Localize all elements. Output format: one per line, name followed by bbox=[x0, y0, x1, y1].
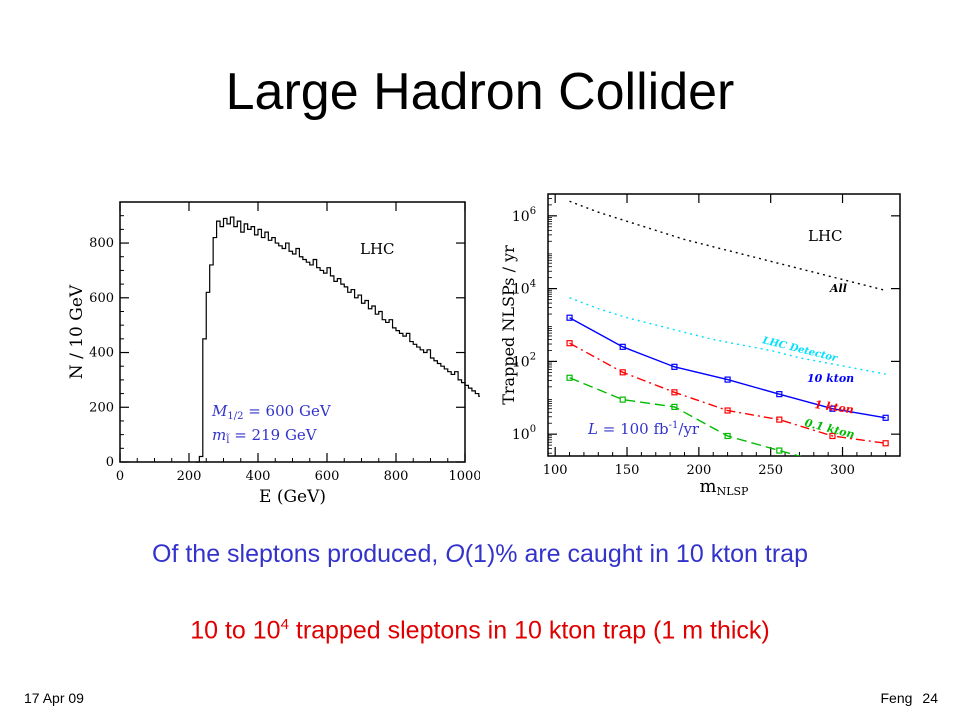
annotation-luminosity-sup: -1 bbox=[669, 420, 679, 431]
y-tick-exponent: 6 bbox=[530, 206, 536, 217]
y-tick-label: 100 bbox=[512, 424, 536, 443]
series-point-4 bbox=[671, 403, 678, 410]
caption-trapped-sleptons: 10 to 104 trapped sleptons in 10 kton tr… bbox=[190, 616, 770, 645]
series-point-2 bbox=[829, 405, 836, 412]
series-line-3 bbox=[569, 342, 886, 444]
x-tick-label: 0 bbox=[116, 469, 124, 484]
footer-date: 17 Apr 09 bbox=[24, 690, 84, 706]
series-point-3 bbox=[619, 369, 626, 376]
series-point-4 bbox=[566, 374, 573, 381]
series-point-2 bbox=[671, 363, 678, 370]
annotation-luminosity-symbol: L bbox=[587, 420, 598, 438]
annotation-m-half: M1/2 = 600 GeV bbox=[211, 402, 332, 422]
footer-author: Feng bbox=[880, 690, 913, 706]
y-tick-base: 10 bbox=[512, 354, 530, 370]
series-line-2 bbox=[569, 317, 886, 419]
annotation-luminosity-post: /yr bbox=[678, 420, 700, 438]
series-point-3 bbox=[829, 432, 836, 440]
x-axis-label-sub: NLSP bbox=[717, 485, 749, 498]
slide-title: Large Hadron Collider bbox=[225, 63, 735, 121]
x-tick-label: 150 bbox=[615, 463, 640, 478]
y-tick-label: 600 bbox=[89, 291, 114, 306]
x-axis-label-main: m bbox=[700, 476, 717, 497]
series-point-3 bbox=[776, 416, 783, 423]
y-tick-label: 200 bbox=[89, 400, 114, 415]
series-point-2 bbox=[776, 391, 783, 398]
series-point-3 bbox=[882, 440, 889, 447]
caption-sleptons-caught: Of the sleptons produced, O(1)% are caug… bbox=[152, 540, 808, 568]
y-tick-base: 10 bbox=[512, 282, 530, 298]
series-line-1 bbox=[569, 297, 886, 375]
series-point-4 bbox=[619, 396, 626, 403]
y-tick-label: 0 bbox=[106, 455, 114, 470]
annotation-m-slepton-subscript: l̃ bbox=[225, 434, 230, 446]
series-line-4 bbox=[569, 377, 802, 456]
y-tick-base: 10 bbox=[512, 209, 530, 225]
y-tick-label: 102 bbox=[512, 351, 536, 370]
series-point-3 bbox=[671, 389, 678, 396]
series-label-2: 10 kton bbox=[807, 372, 854, 385]
x-axis-label: mNLSP bbox=[700, 476, 750, 498]
series-point-4 bbox=[883, 472, 888, 477]
annotation-luminosity: L = 100 fb-1/yr bbox=[587, 420, 700, 438]
x-tick-label: 400 bbox=[246, 469, 271, 484]
series-point-2 bbox=[724, 376, 731, 383]
y-tick-exponent: 2 bbox=[530, 351, 536, 362]
y-tick-exponent: 4 bbox=[530, 279, 536, 290]
plot-frame bbox=[119, 201, 466, 463]
annotation-m-half-symbol: M bbox=[211, 402, 228, 420]
series-point-2 bbox=[619, 343, 626, 350]
annotation-m-slepton-value: = 219 GeV bbox=[229, 426, 317, 444]
footer-page-number: 24 bbox=[922, 690, 938, 706]
y-axis-label: Trapped NLSPs / yr bbox=[499, 245, 518, 405]
chart-label: LHC bbox=[360, 240, 395, 258]
series-group bbox=[566, 200, 889, 477]
x-tick-label: 200 bbox=[177, 469, 202, 484]
x-tick-label: 800 bbox=[384, 469, 409, 484]
x-tick-label: 250 bbox=[758, 463, 783, 478]
energy-histogram-chart: 0 200 400 600 800 1000 0 200 400 600 800 LHC E (GeV)… bbox=[67, 201, 480, 507]
y-tick-label: 106 bbox=[512, 206, 536, 225]
y-tick-label: 400 bbox=[89, 346, 114, 361]
annotation-m-half-subscript: 1/2 bbox=[227, 411, 243, 422]
histogram-series bbox=[195, 216, 480, 463]
x-tick-label: 1000 bbox=[448, 469, 480, 484]
x-tick-label: 600 bbox=[315, 469, 340, 484]
chart-label: LHC bbox=[808, 227, 843, 245]
series-line-0 bbox=[569, 200, 886, 292]
footer-author-page: Feng 24 bbox=[871, 690, 939, 706]
x-tick-label: 100 bbox=[543, 463, 568, 478]
series-point-4 bbox=[724, 432, 731, 440]
x-tick-label: 200 bbox=[686, 463, 711, 478]
annotation-m-slepton: ml̃ = 219 GeV bbox=[212, 426, 318, 446]
y-axis-label: N / 10 GeV bbox=[67, 284, 87, 379]
annotation-m-half-value: = 600 GeV bbox=[243, 402, 331, 420]
y-tick-base: 10 bbox=[512, 427, 530, 443]
series-point-3 bbox=[724, 407, 731, 414]
y-tick-exponent: 0 bbox=[530, 424, 536, 435]
x-tick-label: 300 bbox=[830, 463, 855, 478]
annotation-luminosity-pre: = 100 fb bbox=[598, 420, 669, 438]
series-point-3 bbox=[566, 340, 573, 347]
plot-frame bbox=[547, 193, 901, 457]
series-point-2 bbox=[566, 314, 573, 321]
y-tick-label: 104 bbox=[512, 279, 536, 298]
series-label-0: All bbox=[829, 282, 847, 295]
series-label-1: LHC Detector bbox=[760, 335, 839, 365]
y-tick-label: 800 bbox=[89, 236, 114, 251]
series-point-2 bbox=[882, 414, 889, 421]
annotation-m-slepton-symbol: m bbox=[212, 426, 226, 444]
series-label-3: 1 kton bbox=[814, 398, 855, 416]
x-axis-label: E (GeV) bbox=[259, 487, 326, 507]
series-point-4 bbox=[776, 447, 783, 454]
